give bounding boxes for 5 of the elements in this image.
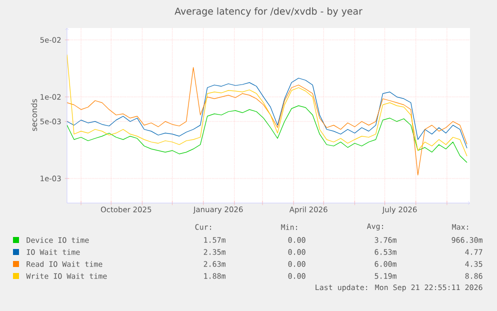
chart-title: Average latency for /dev/xvdb - by year: [174, 7, 362, 17]
line-series: [67, 54, 468, 156]
line-series: [67, 78, 468, 148]
line-series: [67, 67, 468, 176]
line-series: [67, 105, 468, 163]
